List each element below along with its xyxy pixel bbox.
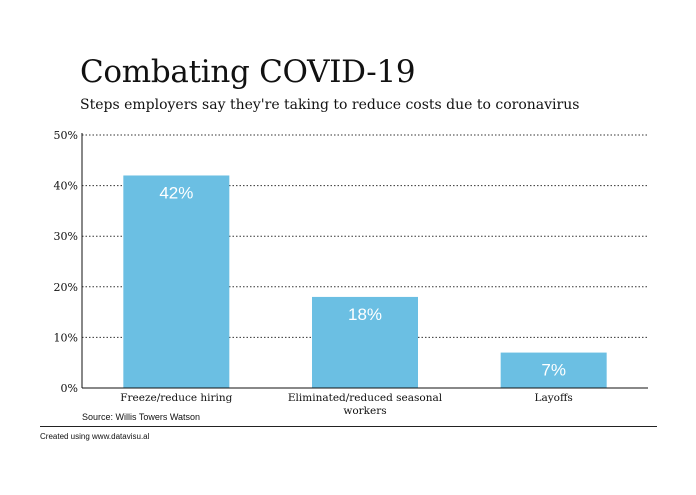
x-tick-label: Eliminated/reduced seasonal: [288, 392, 443, 404]
chart-subtitle: Steps employers say they're taking to re…: [80, 97, 580, 113]
bars: 42% 18% 7%: [123, 175, 607, 388]
y-axis-ticks: 0% 10% 20% 30% 40% 50%: [54, 129, 78, 395]
bar: [500, 352, 607, 388]
y-tick-label: 30%: [54, 230, 78, 243]
axes: [81, 133, 648, 389]
y-tick-label: 10%: [54, 331, 78, 344]
data-label: 7%: [541, 361, 566, 380]
y-tick-label: 40%: [54, 180, 78, 193]
bar: [312, 296, 418, 388]
x-tick-label: workers: [343, 405, 386, 417]
source-note: Source: Willis Towers Watson: [82, 412, 201, 422]
bar: [123, 175, 230, 388]
data-label: 18%: [348, 305, 382, 324]
credit-note: Created using www.datavisu.al: [40, 432, 150, 441]
footer-divider: [40, 426, 657, 427]
x-tick-label: Freeze/reduce hiring: [120, 392, 232, 404]
data-label: 42%: [159, 183, 193, 202]
y-tick-label: 50%: [54, 129, 78, 142]
x-axis-ticks: Freeze/reduce hiring Eliminated/reduced s…: [120, 392, 573, 417]
y-tick-label: 20%: [54, 281, 78, 294]
y-tick-label: 0%: [61, 382, 78, 395]
chart-title: Combating COVID-19: [80, 54, 416, 90]
x-tick-label: Layoffs: [534, 392, 572, 404]
